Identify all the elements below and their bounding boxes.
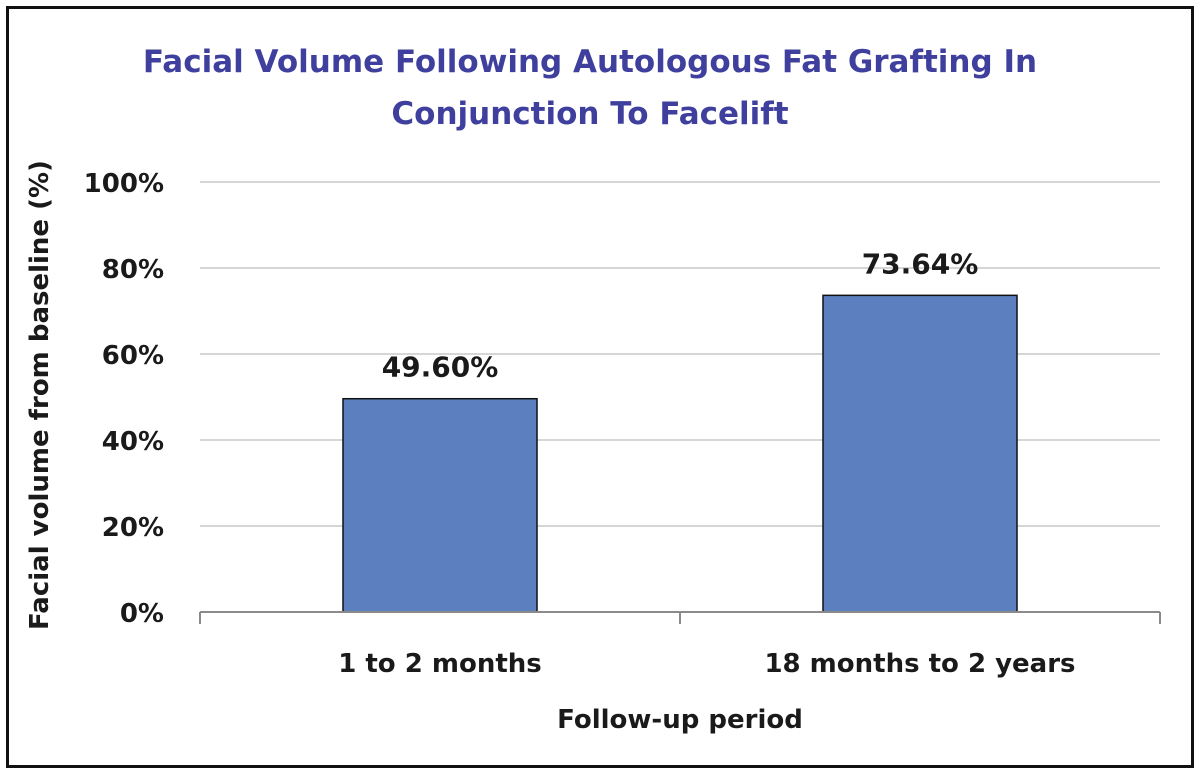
x-axis (199, 611, 1161, 624)
y-tick-label: 0% (120, 599, 164, 629)
chart-title-line-2: Conjunction To Facelift (391, 96, 788, 132)
y-axis-ticks: 0% 20% 40% 60% 80% 100% (84, 169, 164, 629)
x-tick-label: 18 months to 2 years (764, 649, 1075, 679)
bar (822, 294, 1018, 613)
chart-title-line-1: Facial Volume Following Autologous Fat G… (143, 44, 1037, 80)
y-tick-label: 100% (84, 169, 164, 199)
y-tick-label: 40% (102, 427, 164, 457)
x-axis-title: Follow-up period (557, 705, 803, 735)
data-label: 73.64% (862, 247, 979, 280)
y-tick-label: 80% (102, 255, 164, 285)
y-tick-label: 20% (102, 513, 164, 543)
data-label: 49.60% (382, 351, 499, 384)
y-axis-title: Facial volume from baseline (%) (25, 160, 55, 630)
x-tick-label: 1 to 2 months (338, 649, 542, 679)
bars: 49.60% 1 to 2 months 73.64% 18 months to 2 … (338, 247, 1075, 679)
bar (342, 397, 538, 613)
y-tick-label: 60% (102, 341, 164, 371)
